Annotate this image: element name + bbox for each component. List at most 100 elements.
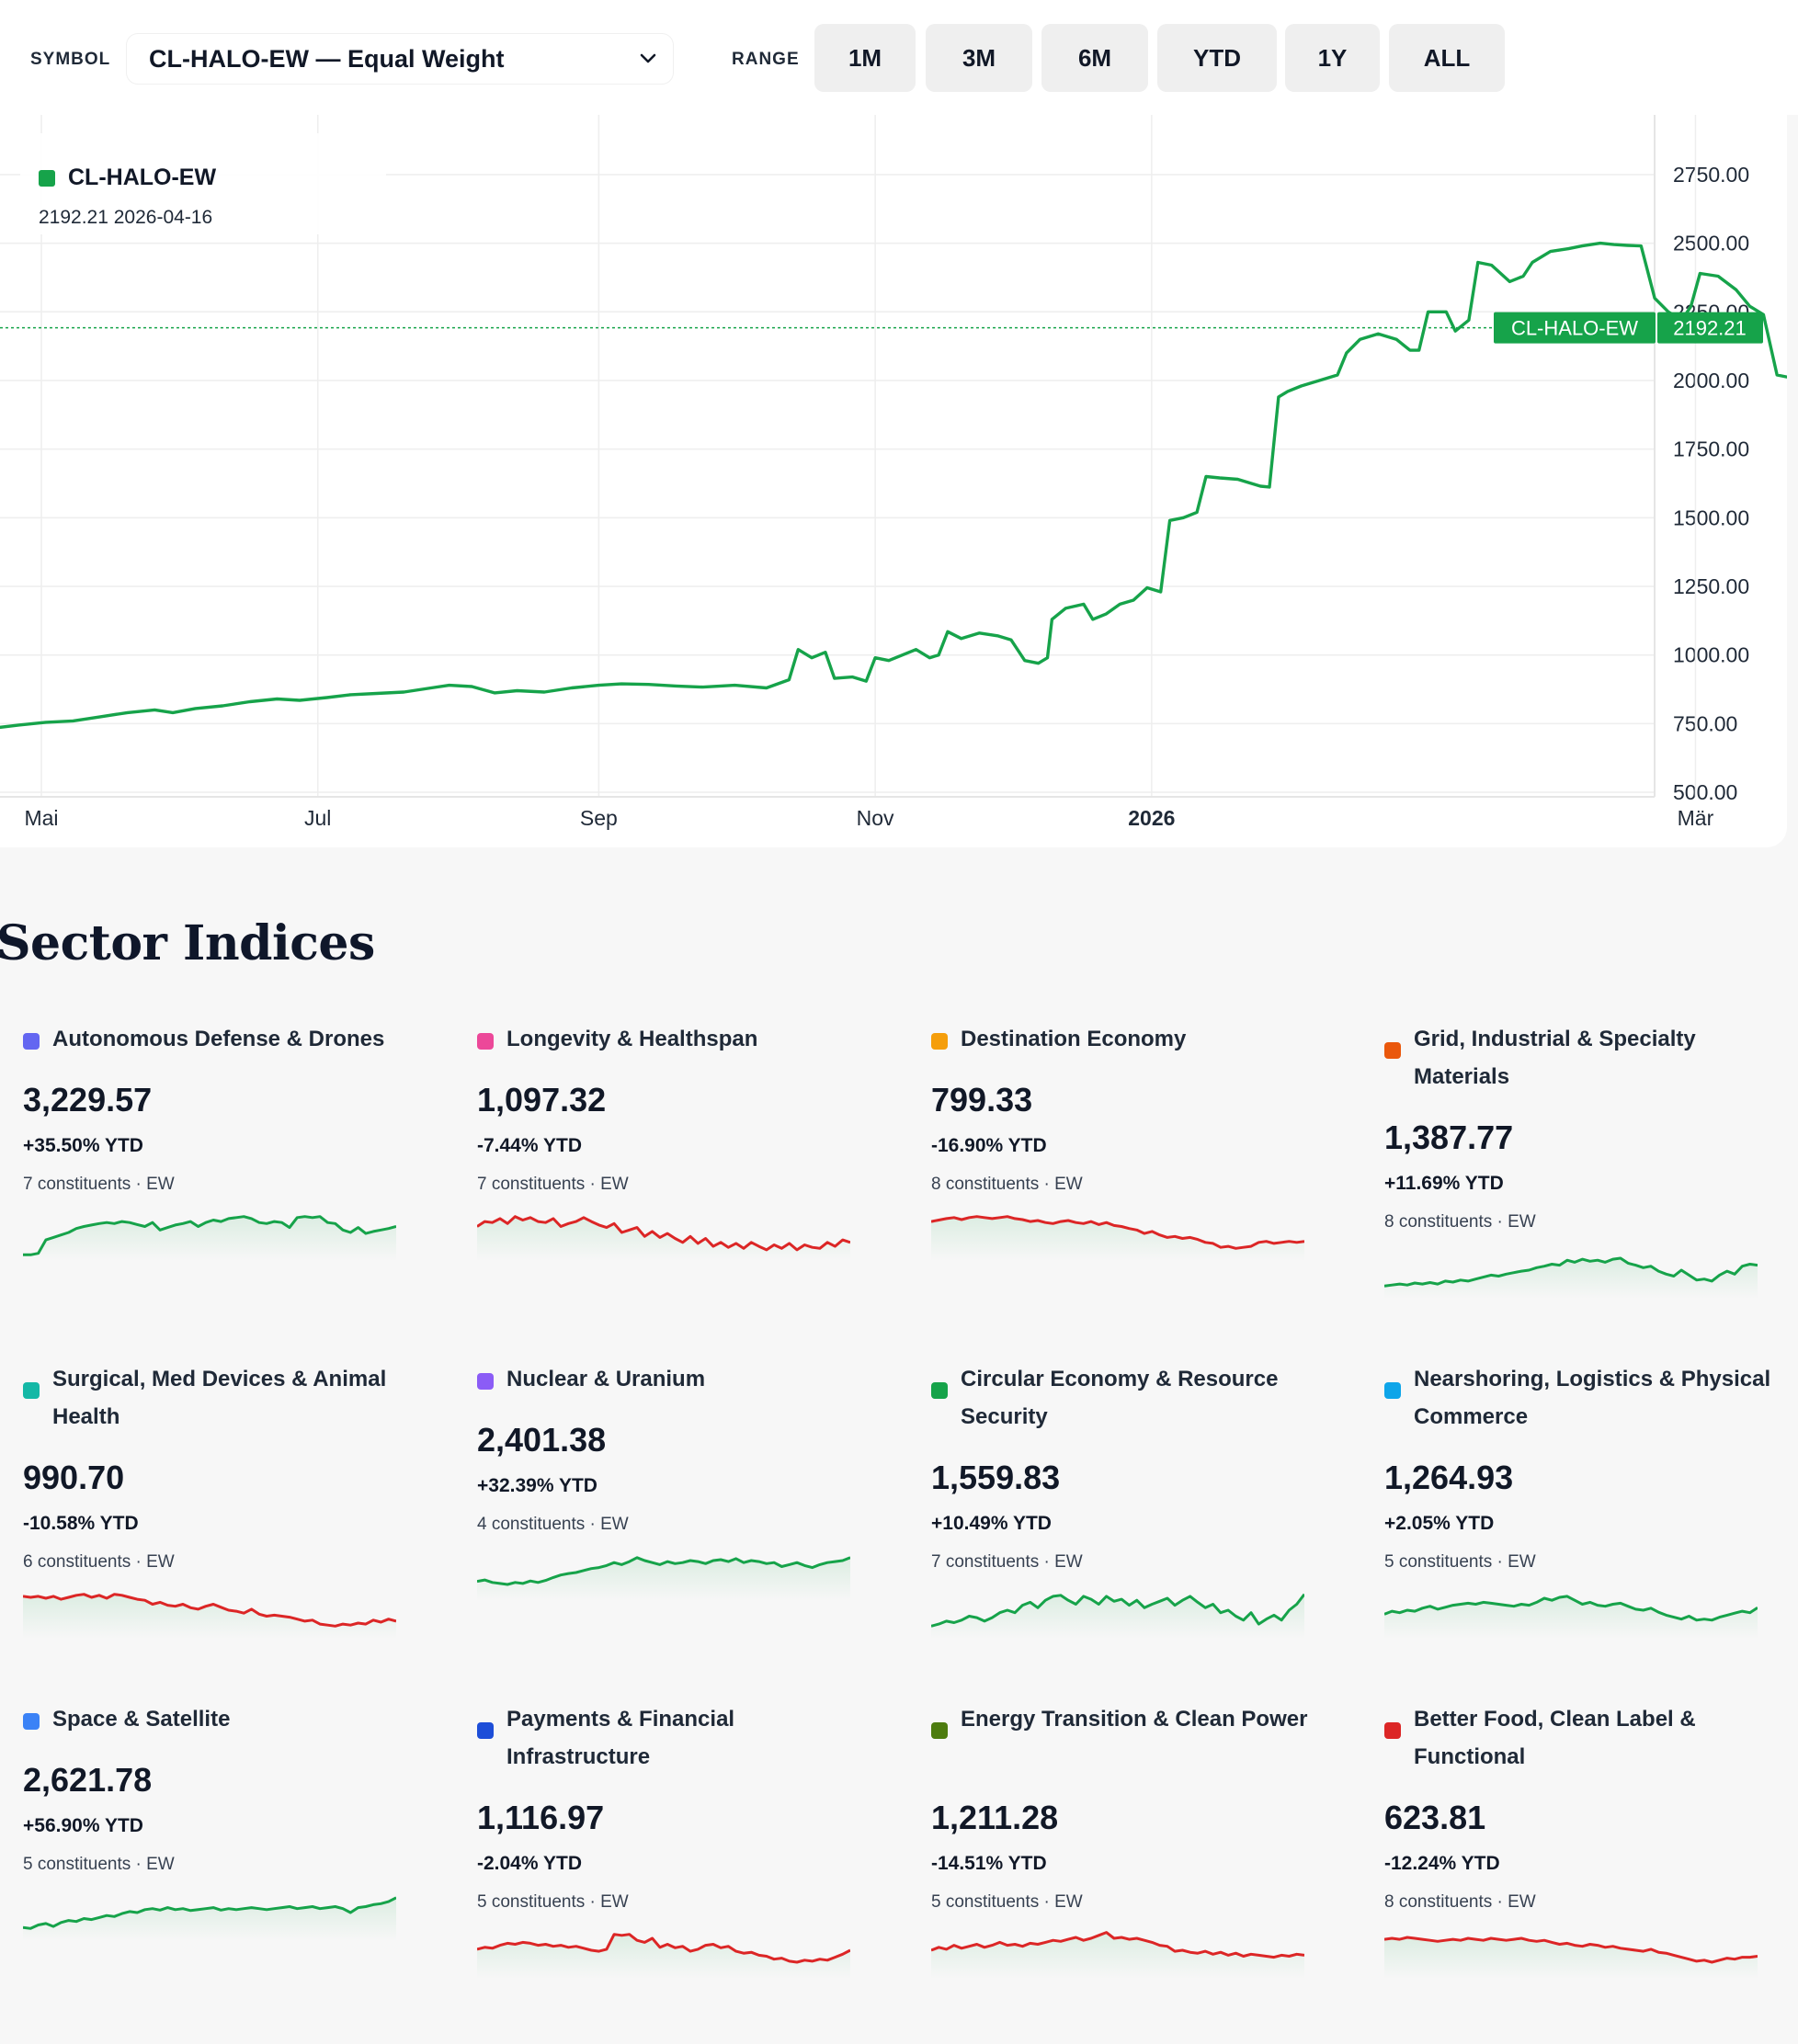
sector-sparkline	[23, 1593, 396, 1639]
sector-ytd-change: +11.69% YTD	[1384, 1173, 1504, 1194]
sparkline-line	[477, 1933, 850, 1964]
sector-value: 3,229.57	[23, 1081, 153, 1119]
sector-card[interactable]: Energy Transition & Clean Power 1,211.28 -…	[931, 1700, 1336, 2013]
range-1y-button[interactable]: 1Y	[1285, 24, 1380, 92]
y-tick-label: 2000.00	[1673, 369, 1749, 392]
y-tick-label: 3000.00	[1673, 115, 1749, 118]
range-3m-button[interactable]: 3M	[926, 24, 1032, 92]
x-tick-label: Mär	[1678, 806, 1714, 830]
chevron-down-icon	[636, 47, 660, 75]
sector-card[interactable]: Autonomous Defense & Drones 3,229.57 +35.5…	[23, 1020, 427, 1333]
x-tick-label: 2026	[1128, 806, 1175, 830]
sector-card[interactable]: Space & Satellite 2,621.78 +56.90% YTD 5 co…	[23, 1700, 427, 2013]
legend-series-name: CL-HALO-EW	[68, 165, 217, 190]
sector-value: 1,097.32	[477, 1081, 607, 1119]
sector-card[interactable]: Payments & Financial Infrastructure 1,116…	[477, 1700, 882, 2013]
sector-sparkline	[1384, 1256, 1758, 1299]
sector-color-dot	[1384, 1382, 1401, 1399]
range-1m-button[interactable]: 1M	[814, 24, 916, 92]
sector-card[interactable]: Circular Economy & Resource Security 1,55…	[931, 1360, 1336, 1673]
sector-ytd-change: -16.90% YTD	[931, 1135, 1047, 1156]
sector-sparkline	[477, 1556, 850, 1601]
sector-color-dot	[931, 1033, 948, 1050]
x-tick-label: Jul	[304, 806, 331, 830]
sector-name: Space & Satellite	[52, 1707, 231, 1732]
sector-ytd-change: +35.50% YTD	[23, 1135, 143, 1156]
symbol-select-value: CL-HALO-EW — Equal Weight	[149, 44, 505, 73]
sector-sparkline	[1384, 1936, 1758, 1979]
sparkline-line	[477, 1215, 850, 1252]
sparkline-line	[23, 1593, 396, 1628]
y-tick-label: 2750.00	[1673, 163, 1749, 187]
series-line	[0, 241, 1787, 730]
sector-ytd-change: +10.49% YTD	[931, 1513, 1052, 1534]
sector-name: Grid, Industrial & Specialty Materials	[1414, 1027, 1696, 1089]
sector-card[interactable]: Nuclear & Uranium 2,401.38 +32.39% YTD 4 co…	[477, 1360, 882, 1673]
legend-value-date: 2192.21 2026-04-16	[39, 207, 213, 228]
sector-name: Surgical, Med Devices & Animal Health	[52, 1367, 387, 1429]
sparkline-line	[1384, 1936, 1758, 1964]
sector-card[interactable]: Surgical, Med Devices & Animal Health 990…	[23, 1360, 427, 1673]
x-tick-label: Nov	[857, 806, 894, 830]
range-6m-button[interactable]: 6M	[1041, 24, 1148, 92]
sector-sparkline	[931, 1931, 1304, 1979]
sector-sparkline	[23, 1215, 396, 1261]
sector-sparkline	[931, 1215, 1304, 1261]
sector-value: 990.70	[23, 1459, 125, 1496]
sector-card[interactable]: Nearshoring, Logistics & Physical Commer…	[1384, 1360, 1789, 1673]
sector-constituents: 7 constituents · EW	[477, 1175, 629, 1194]
sector-constituents: 8 constituents · EW	[1384, 1212, 1536, 1232]
y-tick-label: 1750.00	[1673, 437, 1749, 461]
sparkline-line	[931, 1593, 1304, 1628]
sector-color-dot	[477, 1722, 494, 1739]
sector-sparkline	[477, 1215, 850, 1261]
sector-sparkline	[931, 1593, 1304, 1639]
sector-name: Autonomous Defense & Drones	[52, 1027, 385, 1051]
last-value-text: 2192.21	[1673, 317, 1747, 340]
chart-toolbar: SYMBOL CL-HALO-EW — Equal Weight RANGE 1…	[0, 0, 1798, 115]
sector-color-dot	[23, 1033, 40, 1050]
y-tick-label: 500.00	[1673, 780, 1737, 804]
sector-ytd-change: -2.04% YTD	[477, 1853, 582, 1874]
sector-ytd-change: +2.05% YTD	[1384, 1513, 1495, 1534]
sector-name: Better Food, Clean Label & Functional	[1414, 1707, 1696, 1769]
range-all-button[interactable]: ALL	[1389, 24, 1505, 92]
sector-color-dot	[23, 1382, 40, 1399]
symbol-select[interactable]: CL-HALO-EW — Equal Weight	[127, 34, 673, 84]
sector-ytd-change: -10.58% YTD	[23, 1513, 139, 1534]
sector-value: 1,559.83	[931, 1459, 1061, 1496]
sector-value: 1,387.77	[1384, 1119, 1514, 1156]
sparkline-line	[931, 1215, 1304, 1250]
sparkline-area	[931, 1216, 1304, 1261]
legend-swatch	[39, 170, 55, 187]
sparkline-area	[477, 1557, 850, 1601]
sector-value: 1,211.28	[931, 1799, 1059, 1836]
sector-sparkline	[1384, 1595, 1758, 1639]
range-ytd-button[interactable]: YTD	[1157, 24, 1277, 92]
price-chart[interactable]: 500.00 750.00 1000.00 1250.00 1500.00 1750.00…	[0, 115, 1787, 847]
sector-constituents: 5 constituents · EW	[1384, 1552, 1536, 1572]
sector-card[interactable]: Destination Economy 799.33 -16.90% YTD 8 co…	[931, 1020, 1336, 1333]
sector-name: Longevity & Healthspan	[506, 1027, 758, 1051]
symbol-label: SYMBOL	[30, 50, 111, 69]
price-chart-svg[interactable]: 500.00 750.00 1000.00 1250.00 1500.00 1750.00…	[0, 115, 1787, 847]
sparkline-line	[23, 1896, 396, 1930]
sparkline-line	[23, 1215, 396, 1256]
sector-color-dot	[931, 1382, 948, 1399]
sector-value: 1,116.97	[477, 1799, 605, 1836]
sparkline-line	[1384, 1595, 1758, 1622]
chart-legend: CL-HALO-EW 2192.21 2026-04-16	[20, 133, 386, 234]
sector-name: Energy Transition & Clean Power	[961, 1707, 1308, 1732]
sector-card[interactable]: Longevity & Healthspan 1,097.32 -7.44% YTD…	[477, 1020, 882, 1333]
sparkline-area	[23, 1594, 396, 1639]
sector-constituents: 8 constituents · EW	[931, 1175, 1083, 1194]
sector-color-dot	[1384, 1722, 1401, 1739]
sector-sparkline	[23, 1896, 396, 1941]
y-tick-label: 1500.00	[1673, 505, 1749, 529]
sector-value: 1,264.93	[1384, 1459, 1514, 1496]
sparkline-line	[1384, 1256, 1758, 1288]
sector-card[interactable]: Grid, Industrial & Specialty Materials 1,…	[1384, 1020, 1789, 1333]
sector-constituents: 4 constituents · EW	[477, 1515, 629, 1534]
sector-card[interactable]: Better Food, Clean Label & Functional 623…	[1384, 1700, 1789, 2013]
sector-color-dot	[1384, 1042, 1401, 1059]
